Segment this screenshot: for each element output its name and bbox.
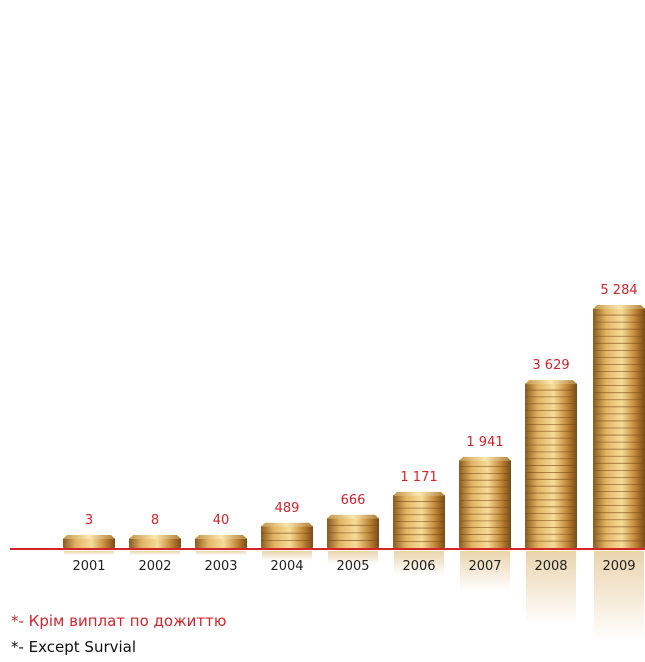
bar-top-face: [459, 456, 511, 461]
bar-top-face: [195, 535, 247, 539]
bar-body: [459, 459, 511, 548]
bar-top-face: [261, 522, 313, 527]
bar-reflections: [64, 551, 644, 641]
x-tick-label-2007: 2007: [468, 559, 501, 574]
x-tick-label-2003: 2003: [204, 559, 237, 574]
bar-reflection-2005: [328, 551, 378, 565]
footnote-english: *- Except Survial: [11, 638, 137, 656]
bar-top-face: [593, 305, 645, 309]
bar-reflection-2001: [64, 551, 114, 556]
bars-group: [63, 305, 645, 548]
x-tick-label-2006: 2006: [402, 559, 435, 574]
bar-2004: [261, 522, 313, 548]
bar-2006: [393, 491, 445, 548]
data-label-2001: 3: [85, 513, 93, 528]
data-label-2009: 5 284: [600, 283, 637, 298]
x-tick-label-2008: 2008: [534, 559, 567, 574]
data-label-2002: 8: [151, 513, 159, 528]
data-label-2004: 489: [275, 501, 300, 516]
bar-top-face: [129, 535, 181, 539]
x-tick-label-2001: 2001: [72, 559, 105, 574]
bar-top-face: [393, 491, 445, 496]
x-tick-labels: 2001 2002 2003 2004 2005 2006 2007 2008 2009: [72, 559, 635, 574]
bar-2009: [593, 305, 645, 548]
bar-2003: [195, 535, 247, 548]
x-tick-label-2005: 2005: [336, 559, 369, 574]
footnote-ukrainian: *- Крім виплат по дожиттю: [11, 612, 227, 630]
bar-top-face: [327, 514, 379, 519]
bar-reflection-2006: [394, 551, 444, 575]
data-label-2006: 1 171: [400, 470, 437, 485]
bar-body: [195, 538, 247, 548]
bar-body: [129, 538, 181, 548]
bar-body: [63, 538, 115, 548]
x-tick-label-2004: 2004: [270, 559, 303, 574]
data-label-2008: 3 629: [532, 358, 569, 373]
bar-reflection-2002: [130, 551, 180, 556]
bar-2005: [327, 514, 379, 548]
bar-2007: [459, 456, 511, 548]
bar-top-face: [525, 380, 577, 385]
x-tick-label-2002: 2002: [138, 559, 171, 574]
bar-reflection-2008: [526, 551, 576, 626]
data-label-2003: 40: [213, 513, 230, 528]
x-tick-label-2009: 2009: [602, 559, 635, 574]
bar-2002: [129, 535, 181, 548]
bar-top-face: [63, 535, 115, 539]
bar-reflection-2004: [262, 551, 312, 561]
data-label-2005: 666: [341, 493, 366, 508]
bar-reflection-2007: [460, 551, 510, 591]
bar-2008: [525, 380, 577, 548]
bar-reflection-2003: [196, 551, 246, 556]
bar-2001: [63, 535, 115, 548]
bar-body: [261, 525, 313, 548]
data-labels: 3 8 40 489 666 1 171 1 941 3 629 5 284: [85, 283, 638, 528]
data-label-2007: 1 941: [466, 435, 503, 450]
bar-reflection-2009: [594, 551, 644, 641]
